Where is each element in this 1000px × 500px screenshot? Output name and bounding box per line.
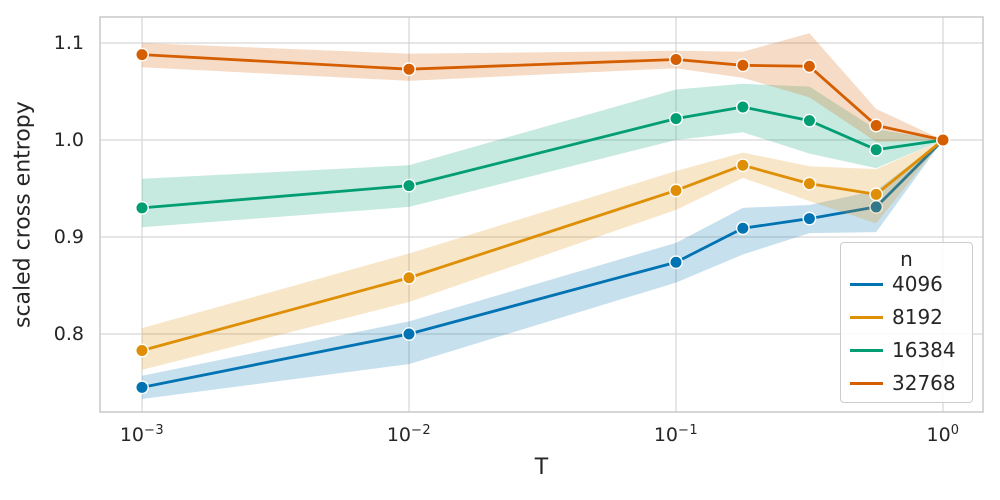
legend-item-32768: 32768	[850, 371, 963, 395]
x-axis-label: T	[534, 455, 549, 480]
data-point-16384	[735, 100, 750, 114]
y-tick-label: 0.9	[53, 226, 84, 248]
y-axis-label: scaled cross entropy	[10, 101, 36, 328]
x-tick-label: 100	[926, 423, 960, 446]
y-tick-label: 1.1	[53, 32, 84, 54]
legend-line-swatch	[850, 381, 883, 385]
data-point-32768	[402, 62, 416, 77]
data-point-4096	[135, 380, 149, 395]
data-point-16384	[135, 200, 149, 215]
data-point-4096	[402, 327, 416, 341]
data-point-16384	[669, 111, 683, 126]
legend-item-8192: 8192	[850, 305, 963, 329]
legend: n 4096 8192 16384 32768	[840, 242, 973, 403]
data-point-8192	[802, 176, 817, 191]
data-point-32768	[869, 118, 884, 133]
legend-line-swatch	[850, 348, 883, 352]
data-point-32768	[802, 59, 817, 74]
confidence-band-8192	[142, 140, 943, 370]
legend-line-swatch	[850, 282, 883, 286]
axes-border	[99, 16, 984, 413]
data-point-8192	[402, 270, 416, 285]
legend-item-4096: 4096	[850, 272, 963, 296]
y-tick-label: 1.0	[53, 129, 84, 151]
data-point-4096	[735, 221, 750, 236]
data-point-8192	[869, 187, 884, 202]
data-point-8192	[669, 183, 683, 198]
data-point-16384	[869, 142, 884, 157]
x-tick-label: 10−1	[653, 423, 699, 446]
data-point-8192	[735, 158, 750, 173]
legend-title: n	[900, 247, 913, 271]
data-point-16384	[802, 113, 817, 128]
data-point-4096	[802, 211, 817, 226]
data-point-32768	[669, 52, 683, 67]
data-point-16384	[402, 178, 416, 193]
legend-item-label: 4096	[892, 272, 943, 296]
data-point-32768	[735, 58, 750, 73]
legend-item-label: 8192	[892, 305, 943, 329]
x-tick-label: 10−2	[386, 423, 432, 446]
confidence-band-4096	[142, 140, 943, 399]
y-tick-label: 0.8	[53, 323, 84, 345]
legend-line-swatch	[850, 315, 883, 319]
legend-item-label: 32768	[892, 371, 956, 395]
data-point-32768	[936, 133, 950, 147]
legend-item-label: 16384	[892, 338, 956, 362]
data-point-8192	[135, 343, 149, 358]
data-point-32768	[135, 47, 149, 62]
x-tick-label: 10−3	[119, 423, 165, 446]
legend-item-16384: 16384	[850, 338, 963, 362]
data-point-4096	[669, 255, 683, 270]
legend-items: 4096 8192 16384 32768	[850, 272, 963, 395]
